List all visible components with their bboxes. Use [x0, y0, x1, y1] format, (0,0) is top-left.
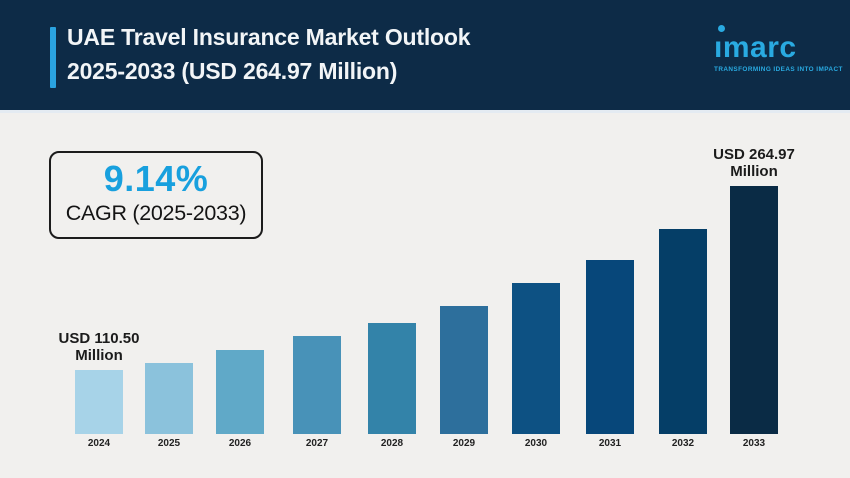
x-tick-2027: 2027 [305, 438, 329, 449]
bar-2033 [730, 186, 778, 434]
cagr-value: 9.14% [103, 158, 209, 199]
bar-2028 [368, 323, 416, 434]
x-tick-2031: 2031 [598, 438, 622, 449]
page-title: UAE Travel Insurance Market Outlook 2025… [67, 20, 470, 88]
logo-i-dot-icon [718, 25, 725, 32]
header: UAE Travel Insurance Market Outlook 2025… [0, 0, 850, 113]
x-tick-2024: 2024 [87, 438, 111, 449]
bar-2031 [586, 260, 634, 434]
bar-2032 [659, 229, 707, 434]
bar-2025 [145, 363, 193, 434]
x-tick-2026: 2026 [228, 438, 252, 449]
logo-text: ımarc [714, 31, 797, 64]
page-title-line2: 2025-2033 (USD 264.97 Million) [67, 58, 398, 84]
x-tick-2033: 2033 [742, 438, 766, 449]
bar-2024 [75, 370, 123, 434]
bar-2030 [512, 283, 560, 434]
x-tick-2025: 2025 [157, 438, 181, 449]
x-tick-2030: 2030 [524, 438, 548, 449]
x-tick-2029: 2029 [452, 438, 476, 449]
title-accent-bar [50, 27, 56, 88]
bar-chart: 2024 2025 2026 2027 2028 2029 2030 2031 2032 2033… [0, 113, 850, 478]
cagr-box: 9.14% CAGR (2025-2033) [49, 151, 263, 239]
page-title-line1: UAE Travel Insurance Market Outlook [67, 24, 471, 50]
value-label-2033: USD 264.97 Million [713, 146, 795, 180]
value-label-2024: USD 110.50 Million [58, 330, 140, 364]
imarc-logo: ımarc TRANSFORMING IDEAS INTO IMPACT [714, 25, 843, 73]
bar-2029 [440, 306, 488, 434]
bar-2027 [293, 336, 341, 434]
logo-tagline: TRANSFORMING IDEAS INTO IMPACT [714, 66, 843, 73]
cagr-label: CAGR (2025-2033) [65, 201, 247, 225]
bar-2026 [216, 350, 264, 434]
x-tick-2032: 2032 [671, 438, 695, 449]
x-tick-2028: 2028 [380, 438, 404, 449]
